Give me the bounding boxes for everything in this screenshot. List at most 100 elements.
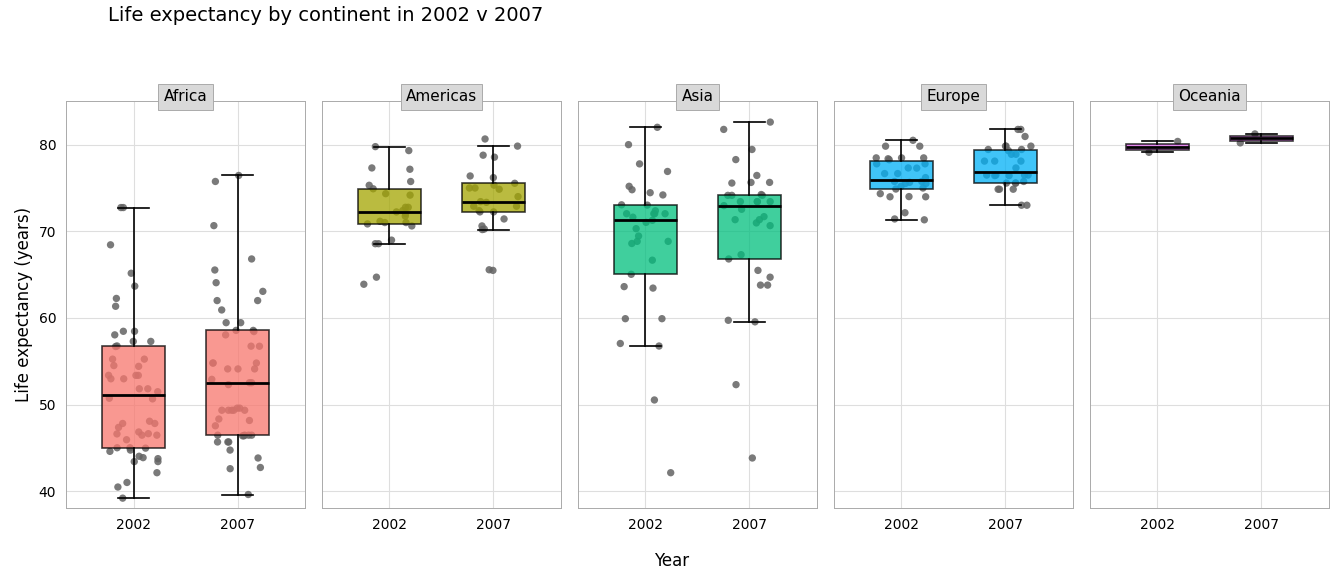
Point <box>399 191 421 200</box>
Point <box>234 431 255 440</box>
Point <box>1007 125 1028 134</box>
Point <box>249 342 270 351</box>
Point <box>1005 164 1027 173</box>
Title: Oceania: Oceania <box>1179 89 1241 104</box>
Point <box>99 240 121 249</box>
Point <box>652 190 673 199</box>
Point <box>243 364 265 373</box>
Point <box>476 198 497 207</box>
Point <box>105 342 126 351</box>
Point <box>218 437 239 446</box>
Point <box>204 177 226 186</box>
Point <box>472 150 493 160</box>
Point <box>915 192 937 202</box>
Point <box>366 272 387 282</box>
Point <box>759 118 781 127</box>
PathPatch shape <box>102 346 165 448</box>
Point <box>395 218 417 227</box>
Point <box>230 318 251 327</box>
Point <box>911 177 933 186</box>
Point <box>976 170 997 180</box>
Point <box>124 457 145 466</box>
Point <box>637 200 659 210</box>
Point <box>913 153 934 162</box>
Point <box>731 204 753 214</box>
Point <box>112 419 133 428</box>
Point <box>116 435 137 444</box>
Point <box>914 159 935 168</box>
Point <box>640 188 661 198</box>
Point <box>891 153 913 162</box>
Point <box>129 384 151 393</box>
Point <box>507 142 528 151</box>
Point <box>223 406 245 415</box>
Point <box>902 136 923 145</box>
Point <box>207 431 228 440</box>
Point <box>641 216 663 225</box>
Point <box>507 192 528 201</box>
Point <box>751 191 773 200</box>
Point <box>482 266 504 275</box>
Point <box>866 159 887 168</box>
Point <box>460 171 481 180</box>
Point <box>657 237 679 246</box>
Point <box>203 358 224 367</box>
Point <box>228 171 250 180</box>
Point <box>886 184 907 194</box>
Point <box>759 272 781 282</box>
Point <box>642 209 664 218</box>
Point <box>482 173 504 182</box>
Point <box>750 281 771 290</box>
Point <box>401 177 422 186</box>
Point <box>120 443 141 452</box>
Point <box>874 169 895 178</box>
Point <box>374 218 395 227</box>
Point <box>610 339 632 348</box>
Point <box>368 239 390 248</box>
Point <box>218 437 239 446</box>
PathPatch shape <box>359 189 421 224</box>
Point <box>228 404 250 413</box>
Point <box>746 171 767 180</box>
Point <box>233 431 254 441</box>
Point <box>253 287 274 296</box>
Point <box>102 354 124 363</box>
Point <box>750 190 771 199</box>
Point <box>915 179 937 188</box>
Point <box>218 406 239 415</box>
Point <box>364 239 386 248</box>
Point <box>472 225 493 234</box>
Point <box>233 431 254 441</box>
Point <box>204 266 226 275</box>
PathPatch shape <box>1230 136 1293 141</box>
Point <box>741 178 762 187</box>
Point <box>613 282 634 291</box>
Point <box>140 337 161 346</box>
Point <box>625 224 646 233</box>
Point <box>206 278 227 287</box>
Point <box>1138 147 1160 157</box>
Point <box>226 404 247 413</box>
Point <box>722 191 743 200</box>
Point <box>909 142 930 151</box>
Point <box>219 464 241 473</box>
Point <box>146 431 168 440</box>
Point <box>474 134 496 143</box>
Point <box>913 183 934 192</box>
Point <box>356 219 378 229</box>
Point <box>241 255 262 264</box>
Point <box>1005 150 1027 159</box>
Point <box>101 374 122 384</box>
Point <box>977 145 999 154</box>
Point <box>746 197 767 206</box>
Point <box>655 209 676 218</box>
Point <box>250 463 271 472</box>
Point <box>985 170 1007 180</box>
Point <box>1013 177 1035 186</box>
Point <box>1011 200 1032 210</box>
Point <box>359 181 380 190</box>
Point <box>133 354 155 363</box>
Point <box>757 281 778 290</box>
PathPatch shape <box>207 331 269 435</box>
Point <box>718 255 739 264</box>
